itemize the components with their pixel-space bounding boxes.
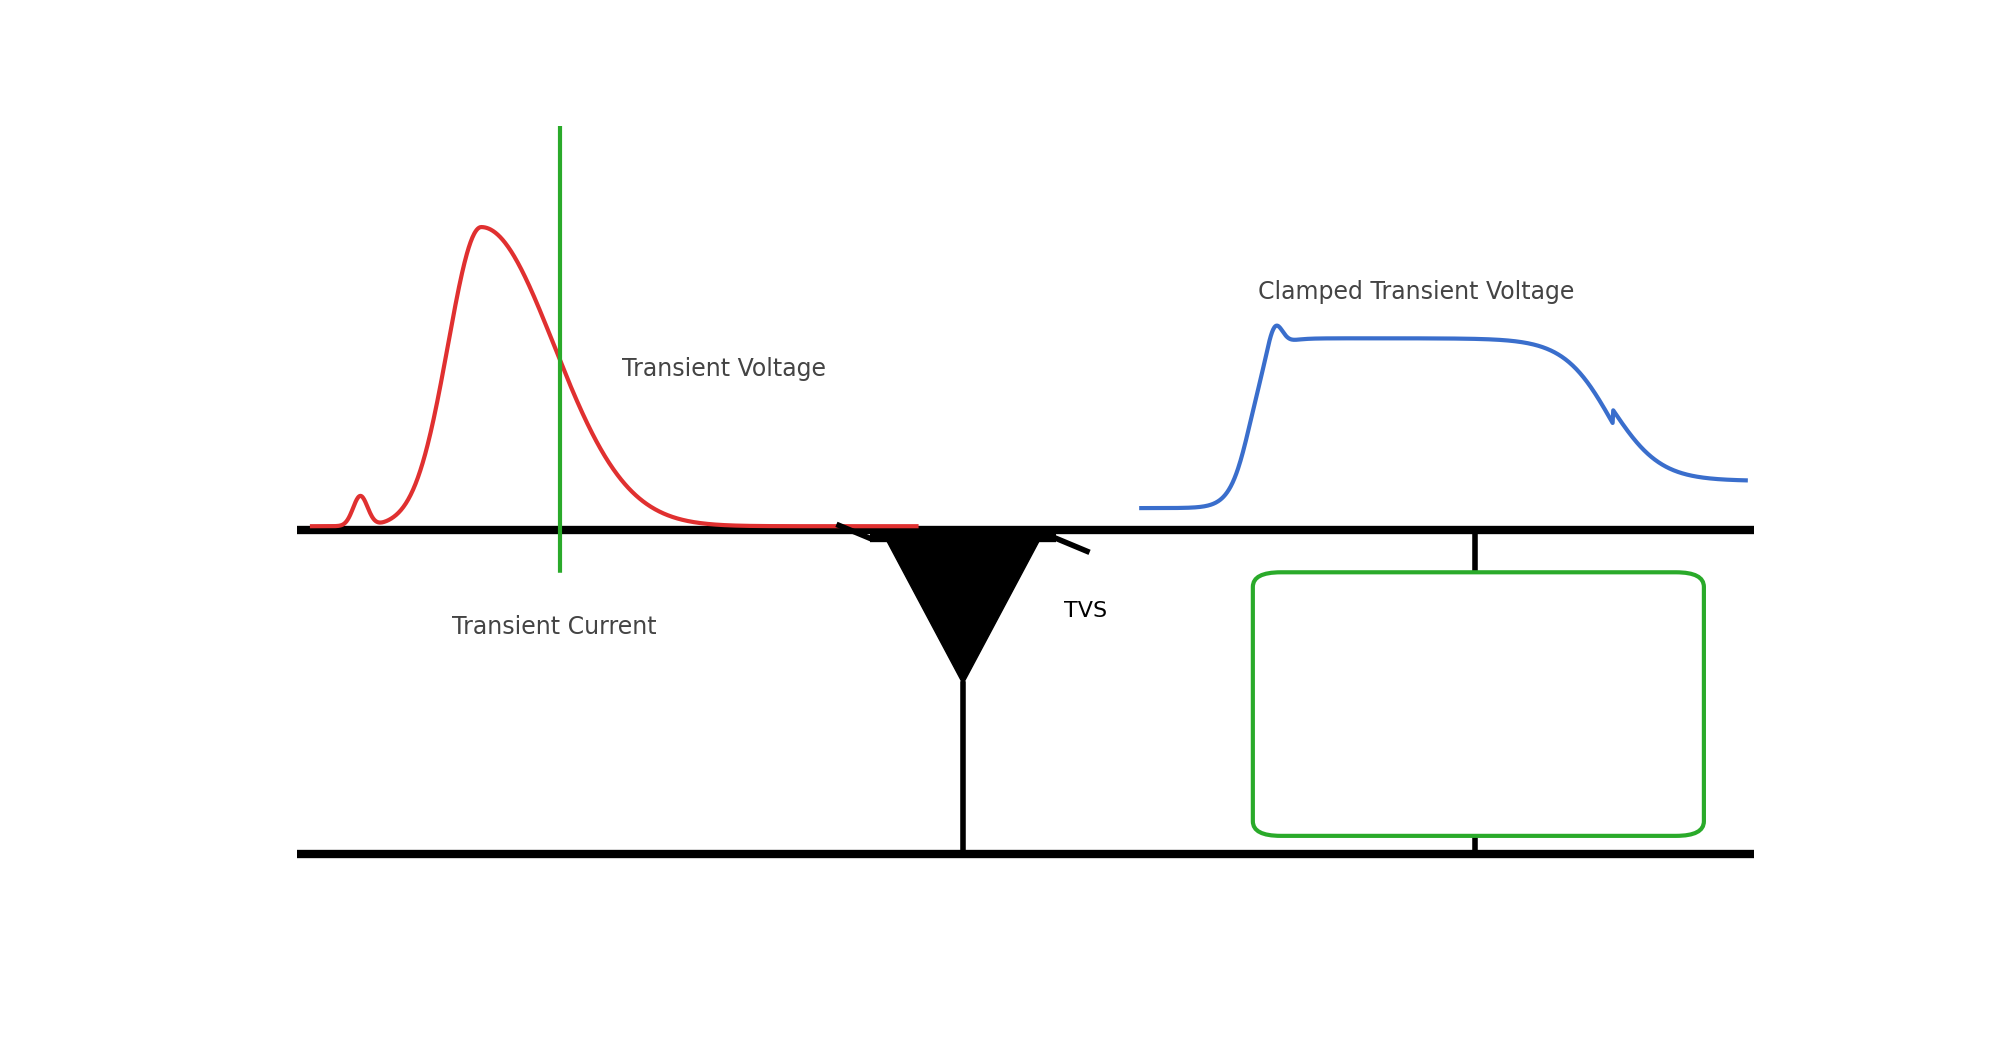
Text: Clamped Transient Voltage: Clamped Transient Voltage xyxy=(1258,279,1574,303)
Text: TVS: TVS xyxy=(1064,601,1106,622)
Polygon shape xyxy=(886,539,1040,684)
Text: Transient Voltage: Transient Voltage xyxy=(622,357,826,380)
Text: Transient Current: Transient Current xyxy=(452,615,656,639)
Text: protection: protection xyxy=(1390,723,1560,757)
FancyBboxPatch shape xyxy=(1252,572,1704,836)
Text: System under: System under xyxy=(1358,651,1590,685)
